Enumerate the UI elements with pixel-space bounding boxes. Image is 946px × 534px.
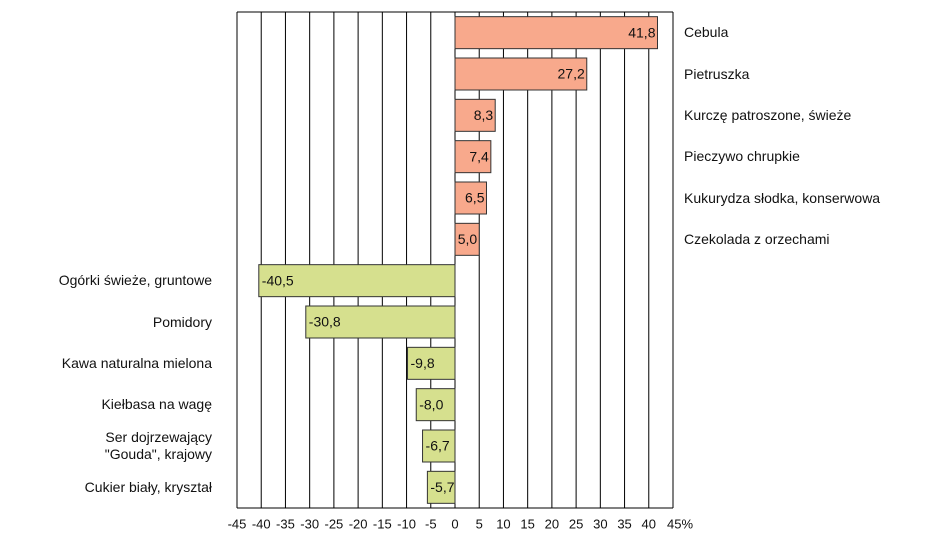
- value-label: -8,0: [419, 396, 443, 412]
- bar: [454, 98, 496, 132]
- value-label: -5,7: [430, 479, 454, 495]
- bar: [415, 388, 456, 422]
- value-label: 7,4: [469, 148, 489, 164]
- bar: [407, 346, 456, 380]
- x-tick-label: 20: [545, 516, 559, 531]
- bar: [422, 429, 456, 463]
- x-tick-label: -45: [228, 516, 247, 531]
- x-tick-label: 15: [520, 516, 534, 531]
- x-tick-label: 40: [642, 516, 656, 531]
- bar: [258, 264, 456, 298]
- bar: [454, 140, 492, 174]
- x-tick-label: -20: [349, 516, 368, 531]
- value-label: -30,8: [309, 314, 341, 330]
- bar: [454, 57, 588, 91]
- category-label: Cukier biały, kryształ: [84, 478, 212, 495]
- bar: [305, 305, 456, 339]
- x-tick-label: 35: [617, 516, 631, 531]
- x-tick-label: 30: [593, 516, 607, 531]
- category-label: Kukurydza słodka, konserwowa: [684, 189, 881, 206]
- x-tick-label: 45%: [667, 516, 693, 531]
- category-label: Pieczywo chrupkie: [684, 148, 800, 165]
- value-label: 6,5: [465, 190, 485, 206]
- value-label: 27,2: [558, 66, 585, 82]
- category-label: Kiełbasa na wagę: [101, 396, 212, 413]
- category-label: Kawa naturalna mielona: [61, 354, 212, 371]
- category-label: Ogórki świeże, gruntowe: [58, 272, 212, 289]
- bar: [426, 470, 456, 504]
- category-label: Czekolada z orzechami: [684, 230, 830, 247]
- category-label: Kurczę patroszone, świeże: [684, 106, 852, 123]
- x-tick-label: -35: [276, 516, 295, 531]
- value-label: 5,0: [458, 231, 478, 247]
- value-label: 8,3: [474, 107, 494, 123]
- x-tick-label: -15: [373, 516, 392, 531]
- bar: [454, 16, 658, 50]
- x-tick-label: -30: [300, 516, 319, 531]
- x-tick-label: 25: [569, 516, 583, 531]
- bar: [454, 181, 487, 215]
- x-tick-label: 0: [451, 516, 458, 531]
- value-label: -9,8: [411, 355, 435, 371]
- x-tick-label: -25: [324, 516, 343, 531]
- x-tick-label: -10: [397, 516, 416, 531]
- value-label: -6,7: [426, 438, 450, 454]
- x-tick-label: -40: [252, 516, 271, 531]
- category-label: Ser dojrzewający "Gouda", krajowy: [104, 429, 212, 462]
- value-label: -40,5: [262, 272, 294, 288]
- category-label: Pomidory: [152, 313, 212, 330]
- x-tick-label: -5: [425, 516, 437, 531]
- category-label: Cebula: [684, 24, 729, 41]
- category-label: Pietruszka: [684, 65, 750, 82]
- value-label: 41,8: [628, 24, 655, 40]
- bar: [454, 222, 480, 256]
- x-tick-label: 10: [496, 516, 510, 531]
- x-tick-label: 5: [476, 516, 483, 531]
